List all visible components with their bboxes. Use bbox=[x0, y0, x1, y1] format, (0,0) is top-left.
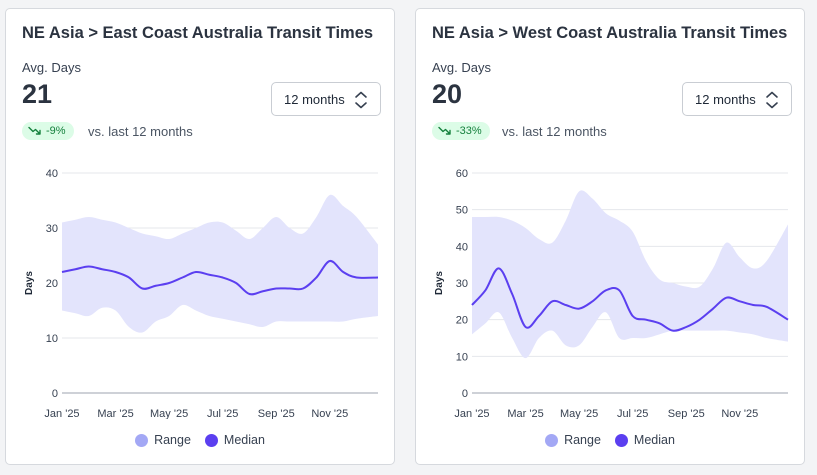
trend-down-icon bbox=[438, 126, 451, 135]
x-tick-label: Jan '25 bbox=[44, 408, 79, 419]
x-tick-label: Mar '25 bbox=[97, 408, 133, 419]
x-tick-label: May '25 bbox=[150, 408, 188, 419]
x-tick-label: Jan '25 bbox=[454, 408, 489, 419]
period-select-value: 12 months bbox=[695, 92, 756, 107]
legend-median-swatch bbox=[614, 433, 628, 447]
median-line bbox=[61, 259, 379, 296]
range-band bbox=[62, 194, 378, 333]
west-coast-card: NE Asia > West Coast Australia Transit T… bbox=[415, 8, 805, 465]
x-tick-label: Jul '25 bbox=[617, 408, 648, 419]
kpi-value: 21 bbox=[22, 79, 53, 109]
transit-times-chart: 0 10 20 30 40 50 60 Days Jan '25 Mar '25 May '25 Ju… bbox=[434, 168, 789, 419]
legend-range-swatch bbox=[545, 433, 559, 447]
x-tick-label: Sep '25 bbox=[668, 408, 705, 419]
change-badge: -33% bbox=[432, 122, 490, 140]
change-badge-value: -9% bbox=[46, 125, 66, 137]
change-badge: -9% bbox=[22, 122, 74, 140]
range-band bbox=[472, 190, 788, 359]
y-tick-label: 40 bbox=[456, 241, 468, 253]
period-select[interactable]: 12 months bbox=[271, 82, 381, 116]
legend-range-swatch bbox=[135, 433, 149, 447]
chart-legend: Range Median bbox=[416, 433, 804, 447]
chart-legend: Range Median bbox=[6, 433, 394, 447]
transit-times-chart: 0 10 20 30 40 Days Jan '25 Mar '25 May '25 Jul '2… bbox=[24, 168, 379, 419]
x-tick-label: Nov '25 bbox=[311, 408, 348, 419]
legend-median-swatch bbox=[204, 433, 218, 447]
y-tick-label: 10 bbox=[456, 351, 468, 363]
y-tick-label: 20 bbox=[46, 278, 58, 290]
kpi-label: Avg. Days bbox=[22, 60, 82, 75]
kpi-label: Avg. Days bbox=[432, 60, 492, 75]
legend-item-range[interactable]: Range bbox=[135, 433, 191, 447]
x-tick-label: Mar '25 bbox=[507, 408, 543, 419]
x-tick-label: Sep '25 bbox=[258, 408, 295, 419]
period-select-value: 12 months bbox=[284, 92, 345, 107]
chevron-up-down-icon bbox=[766, 91, 778, 109]
legend-median-label: Median bbox=[223, 433, 265, 447]
y-tick-label: 10 bbox=[46, 333, 58, 345]
y-tick-label: 20 bbox=[456, 315, 468, 327]
y-tick-label: 40 bbox=[46, 168, 58, 180]
comparison-text: vs. last 12 months bbox=[502, 124, 607, 139]
card-title: NE Asia > West Coast Australia Transit T… bbox=[432, 24, 788, 42]
legend-item-median[interactable]: Median bbox=[204, 433, 265, 447]
legend-range-label: Range bbox=[154, 433, 191, 447]
median-line bbox=[471, 267, 789, 332]
legend-item-median[interactable]: Median bbox=[614, 433, 675, 447]
y-axis-label: Days bbox=[434, 271, 445, 295]
change-badge-value: -33% bbox=[456, 125, 482, 137]
trend-down-icon bbox=[28, 126, 41, 135]
y-tick-label: 0 bbox=[52, 388, 58, 400]
y-tick-label: 60 bbox=[456, 168, 468, 180]
chevron-up-down-icon bbox=[355, 91, 367, 109]
y-axis-label: Days bbox=[24, 271, 35, 295]
kpi-value: 20 bbox=[432, 79, 463, 109]
x-tick-label: May '25 bbox=[560, 408, 598, 419]
y-tick-label: 0 bbox=[462, 388, 468, 400]
east-coast-card: NE Asia > East Coast Australia Transit T… bbox=[5, 8, 395, 465]
legend-median-label: Median bbox=[633, 433, 675, 447]
comparison-text: vs. last 12 months bbox=[88, 124, 193, 139]
y-tick-label: 30 bbox=[46, 223, 58, 235]
y-tick-label: 50 bbox=[456, 205, 468, 217]
card-title: NE Asia > East Coast Australia Transit T… bbox=[22, 24, 374, 42]
legend-range-label: Range bbox=[564, 433, 601, 447]
x-tick-label: Nov '25 bbox=[721, 408, 758, 419]
legend-item-range[interactable]: Range bbox=[545, 433, 601, 447]
y-tick-label: 30 bbox=[456, 278, 468, 290]
period-select[interactable]: 12 months bbox=[682, 82, 792, 116]
x-tick-label: Jul '25 bbox=[207, 408, 238, 419]
